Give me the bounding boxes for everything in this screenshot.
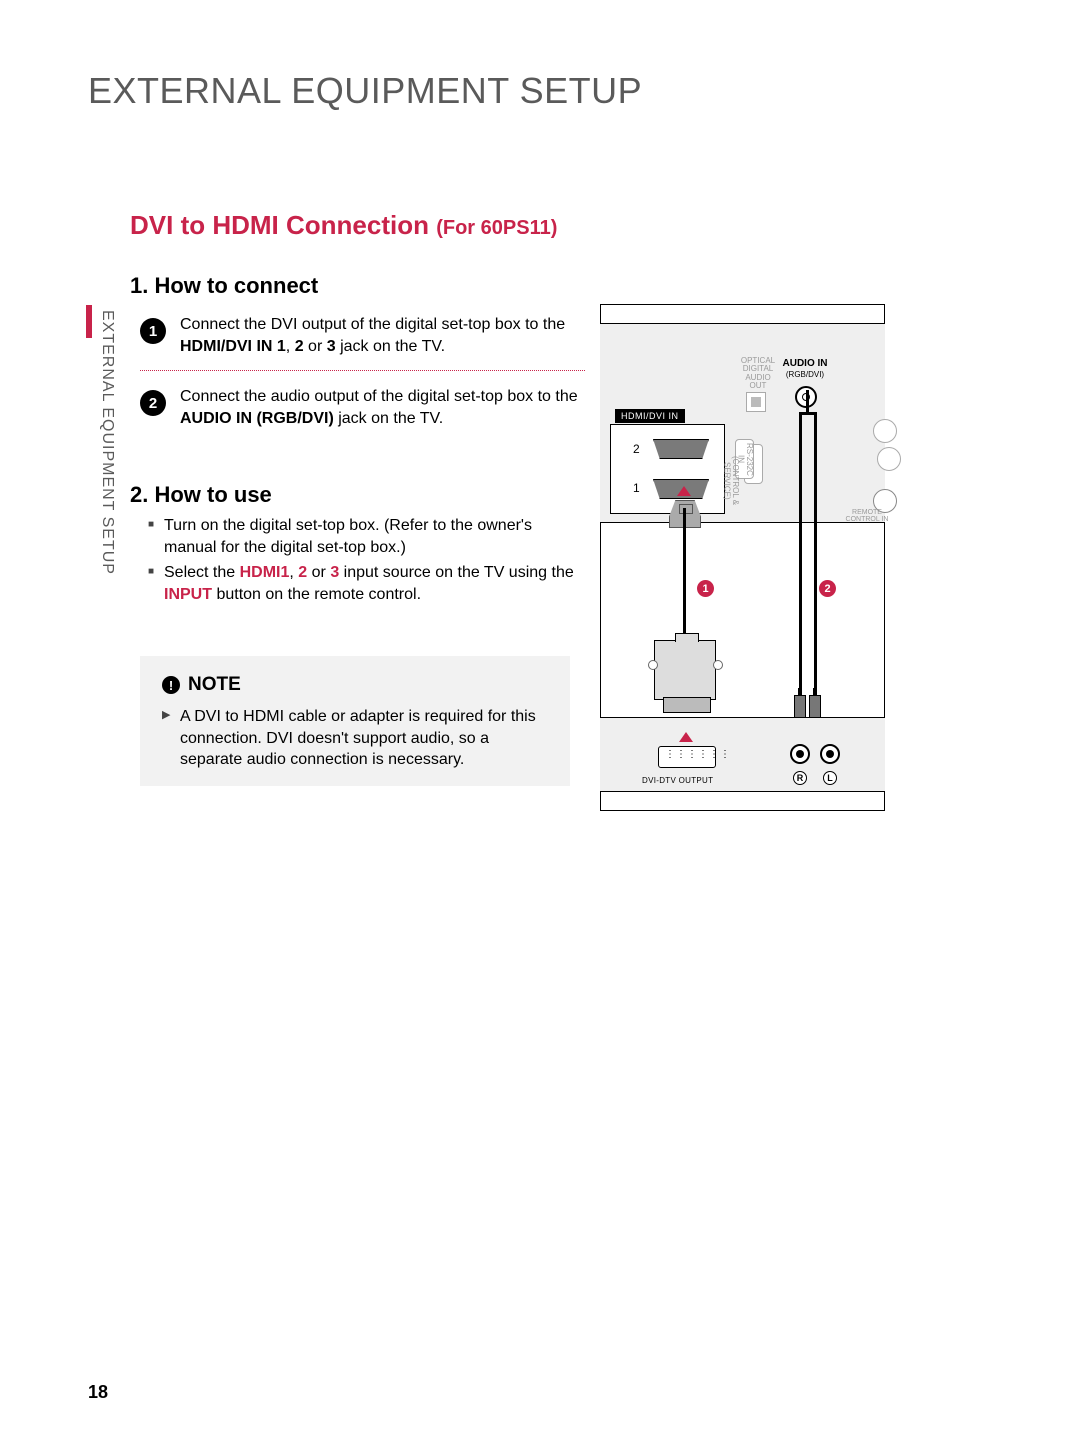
hdmi-port-2 xyxy=(653,439,709,459)
use-item-1: Turn on the digital set-top box. (Refer … xyxy=(148,515,588,558)
step-bullet-1: 1 xyxy=(140,318,166,344)
t: input source on the TV using the xyxy=(339,564,574,581)
section-title: DVI to HDMI Connection (For 60PS11) xyxy=(130,210,557,241)
t: 2 xyxy=(298,564,307,581)
step-2: 2 Connect the audio output of the digita… xyxy=(140,386,590,429)
use-item-2: Select the HDMI1, 2 or 3 input source on… xyxy=(148,562,588,605)
t: jack on the TV. xyxy=(336,338,445,355)
marker-2: 2 xyxy=(819,580,836,597)
arrow-icon xyxy=(679,732,693,742)
t: , xyxy=(289,564,298,581)
audio-in-label: AUDIO IN (RGB/DVI) xyxy=(780,359,830,380)
port-num-1: 1 xyxy=(633,481,640,495)
t: , xyxy=(286,338,295,355)
info-icon: ! xyxy=(162,676,180,694)
t: or xyxy=(304,338,327,355)
note-box: ! NOTE A DVI to HDMI cable or adapter is… xyxy=(140,656,570,786)
how-use-heading: 2. How to use xyxy=(130,482,272,508)
audio-cable xyxy=(799,415,802,711)
t: HDMI/DVI IN 1 xyxy=(180,338,286,355)
step-bullet-2: 2 xyxy=(140,390,166,416)
screw-icon xyxy=(648,660,658,670)
rca-l xyxy=(820,744,840,764)
dvi-out-label: DVI-DTV OUTPUT xyxy=(642,776,713,785)
rca-r xyxy=(790,744,810,764)
hdmi-label: HDMI/DVI IN xyxy=(615,409,685,423)
t: button on the remote control. xyxy=(212,586,421,603)
rca-l-label: L xyxy=(823,771,837,785)
dvi-out-port xyxy=(658,746,716,768)
section-main: DVI to HDMI Connection xyxy=(130,210,436,240)
t: AUDIO IN xyxy=(783,358,828,369)
arrow-icon xyxy=(677,486,691,496)
t: 3 xyxy=(330,564,339,581)
tv-panel: HDMI/DVI IN 2 1 OPTICAL DIGITAL AUDIO OU… xyxy=(600,323,885,523)
side-label: EXTERNAL EQUIPMENT SETUP xyxy=(98,310,116,575)
audio-cable xyxy=(814,415,817,711)
step-1-text: Connect the DVI output of the digital se… xyxy=(180,314,590,357)
screw-icon xyxy=(713,660,723,670)
t: jack on the TV. xyxy=(334,410,443,427)
step-1: 1 Connect the DVI output of the digital … xyxy=(140,314,590,357)
optical-label: OPTICAL DIGITAL AUDIO OUT xyxy=(738,357,778,391)
t: 3 xyxy=(327,338,336,355)
t: INPUT xyxy=(164,586,212,603)
marker-1: 1 xyxy=(697,580,714,597)
t: (RGB/DVI) xyxy=(786,370,824,379)
t: Select the xyxy=(164,564,240,581)
dvi-connector xyxy=(654,640,716,700)
t: Connect the audio output of the digital … xyxy=(180,388,578,405)
edge-port-2 xyxy=(877,447,901,471)
t: Connect the DVI output of the digital se… xyxy=(180,316,565,333)
how-use-list: Turn on the digital set-top box. (Refer … xyxy=(148,515,588,609)
t: or xyxy=(307,564,330,581)
note-heading: ! NOTE xyxy=(162,674,548,696)
edge-port-1 xyxy=(873,419,897,443)
port-num-2: 2 xyxy=(633,442,640,456)
page-title: EXTERNAL EQUIPMENT SETUP xyxy=(88,70,642,112)
hdmi-box: HDMI/DVI IN 2 1 xyxy=(610,424,725,514)
connection-diagram: HDMI/DVI IN 2 1 OPTICAL DIGITAL AUDIO OU… xyxy=(600,304,885,811)
t: 2 xyxy=(295,338,304,355)
rca-r-label: R xyxy=(793,771,807,785)
side-tab xyxy=(86,305,92,338)
step-2-text: Connect the audio output of the digital … xyxy=(180,386,590,429)
note-title: NOTE xyxy=(188,674,241,696)
how-connect-heading: 1. How to connect xyxy=(130,273,318,299)
stb-panel: DVI-DTV OUTPUT R L xyxy=(600,717,885,792)
note-body: A DVI to HDMI cable or adapter is requir… xyxy=(162,706,548,771)
t: HDMI1 xyxy=(240,564,290,581)
page-number: 18 xyxy=(88,1382,108,1403)
t: AUDIO IN (RGB/DVI) xyxy=(180,410,334,427)
optical-port xyxy=(746,392,766,412)
remote-label: REMOTE CONTROL IN xyxy=(845,509,889,524)
step-divider xyxy=(140,370,585,371)
ctrl-label: (CONTROL & SERVICE) xyxy=(722,439,739,522)
section-sub: (For 60PS11) xyxy=(436,217,557,239)
